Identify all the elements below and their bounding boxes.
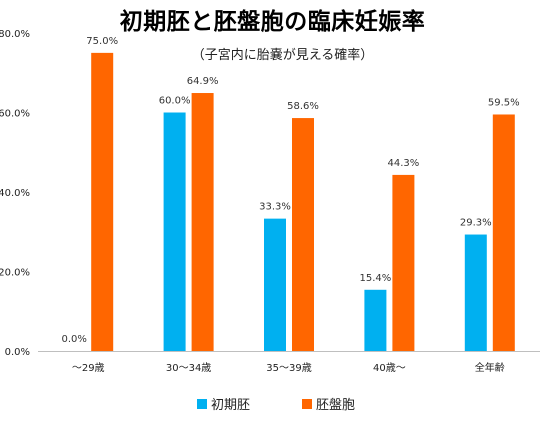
legend-swatch <box>302 399 312 409</box>
data-label: 0.0% <box>61 334 86 345</box>
data-label: 64.9% <box>187 76 219 87</box>
x-tick-label: 〜29歳 <box>72 362 105 374</box>
bar-blastocyst <box>91 52 114 351</box>
data-label: 58.6% <box>287 101 319 112</box>
data-label: 15.4% <box>360 273 392 284</box>
bar-blastocyst <box>191 93 214 352</box>
data-label: 33.3% <box>259 202 291 213</box>
bar-early-embryo <box>364 289 387 351</box>
y-tick-label: 60.0% <box>0 109 30 120</box>
y-tick-label: 20.0% <box>0 268 30 279</box>
data-label: 59.5% <box>488 97 520 108</box>
axis-layer: 0.0% 20.0% 40.0% 60.0% 80.0% 〜29歳 30〜34歳 35〜39歳… <box>0 29 540 374</box>
data-label: 44.3% <box>388 158 420 169</box>
legend-label: 胚盤胞 <box>316 398 355 413</box>
y-tick-label: 80.0% <box>0 29 30 40</box>
legend: 初期胚 胚盤胞 <box>197 398 355 413</box>
data-label: 29.3% <box>460 218 492 229</box>
bar-early-embryo <box>264 218 286 351</box>
bar-blastocyst <box>392 174 415 351</box>
x-tick-label: 30〜34歳 <box>166 362 211 374</box>
bar-blastocyst <box>292 118 314 351</box>
data-label: 75.0% <box>86 36 118 47</box>
bar-early-embryo <box>163 112 186 351</box>
y-tick-label: 40.0% <box>0 188 30 199</box>
label-layer: 0.0% 60.0% 33.3% 15.4% 29.3% 75.0% 64.9% 58.6% 4… <box>61 36 519 345</box>
bar-early-embryo <box>464 234 487 351</box>
legend-swatch <box>197 399 207 409</box>
chart-title: 初期胚と胚盤胞の臨床妊娠率 <box>119 9 426 35</box>
bar-blastocyst <box>492 114 515 351</box>
chart-subtitle: （子宮内に胎嚢が見える確率） <box>191 48 374 63</box>
y-tick-label: 0.0% <box>5 347 30 358</box>
x-tick-label: 35〜39歳 <box>266 362 311 374</box>
data-label: 60.0% <box>159 96 191 107</box>
legend-label: 初期胚 <box>211 398 250 413</box>
bar-layer <box>91 52 515 352</box>
x-tick-label: 40歳〜 <box>373 362 406 374</box>
x-tick-label: 全年齢 <box>475 361 505 374</box>
